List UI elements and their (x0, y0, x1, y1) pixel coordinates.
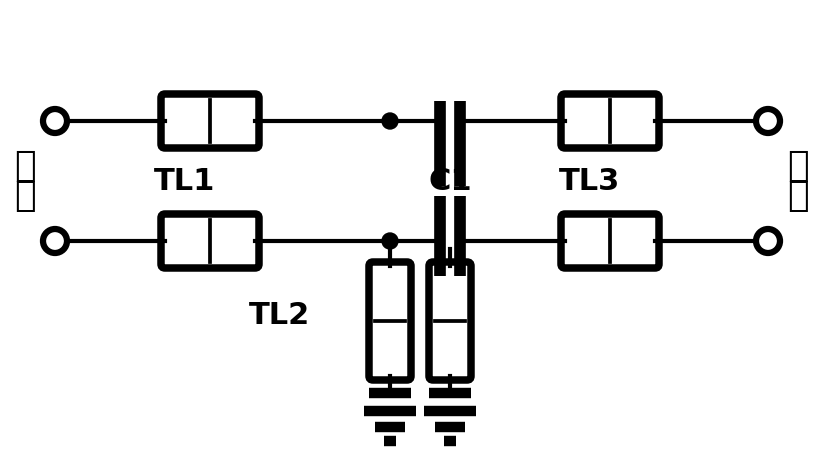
Text: 输
入: 输 入 (14, 149, 36, 213)
FancyBboxPatch shape (369, 262, 411, 380)
Text: TL1: TL1 (154, 166, 216, 195)
Text: 输
出: 输 出 (787, 149, 809, 213)
FancyBboxPatch shape (561, 214, 659, 268)
Text: TL3: TL3 (560, 166, 621, 195)
FancyBboxPatch shape (161, 94, 259, 148)
Circle shape (382, 233, 398, 249)
FancyBboxPatch shape (161, 214, 259, 268)
Text: TL2: TL2 (249, 301, 310, 331)
FancyBboxPatch shape (561, 94, 659, 148)
Circle shape (756, 229, 780, 253)
Circle shape (756, 109, 780, 133)
Text: C1: C1 (428, 166, 472, 195)
Circle shape (43, 109, 67, 133)
Circle shape (43, 229, 67, 253)
FancyBboxPatch shape (429, 262, 471, 380)
Circle shape (382, 113, 398, 129)
